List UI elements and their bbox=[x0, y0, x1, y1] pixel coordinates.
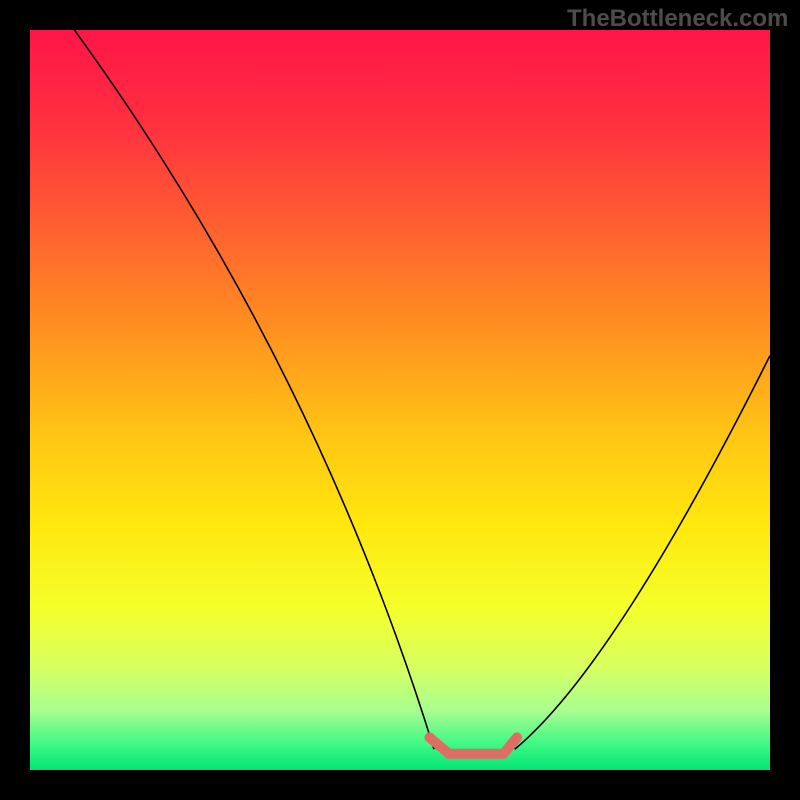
gradient-background bbox=[30, 30, 770, 770]
plateau-joint-dot bbox=[425, 732, 435, 742]
plateau-joint-dot bbox=[444, 749, 454, 759]
chart-canvas: TheBottleneck.com bbox=[0, 0, 800, 800]
plateau-joint-dot bbox=[512, 732, 522, 742]
watermark-text: TheBottleneck.com bbox=[567, 5, 788, 33]
plateau-joint-dot bbox=[499, 749, 509, 759]
bottleneck-chart bbox=[30, 30, 770, 770]
